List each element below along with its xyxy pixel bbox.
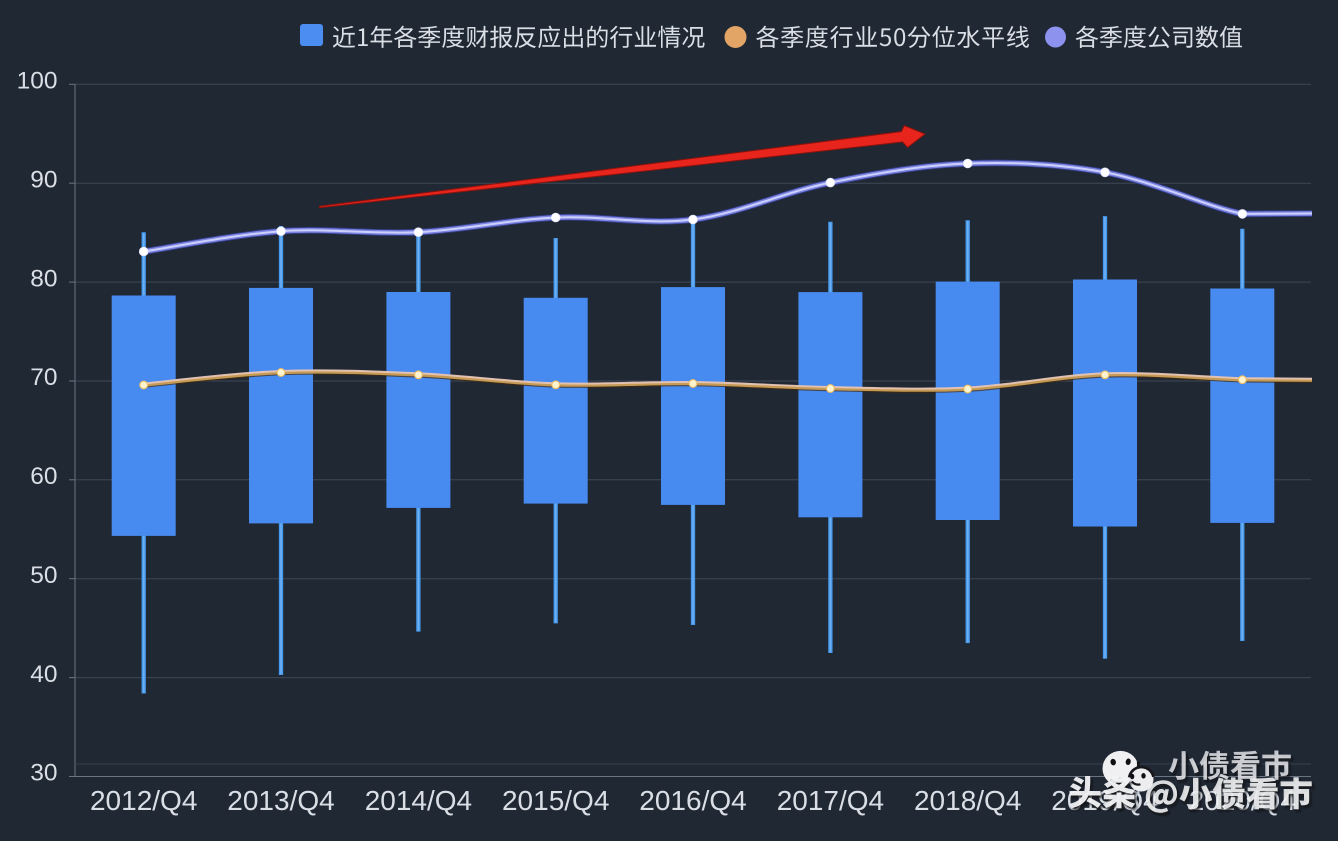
svg-text:2014/Q4: 2014/Q4 (365, 785, 472, 816)
svg-text:2012/Q4: 2012/Q4 (90, 785, 197, 816)
svg-text:70: 70 (30, 364, 57, 391)
svg-text:50: 50 (30, 562, 57, 589)
svg-text:40: 40 (30, 661, 57, 688)
svg-text:30: 30 (30, 760, 57, 787)
svg-text:2013/Q4: 2013/Q4 (227, 785, 334, 816)
svg-text:2018/Q4: 2018/Q4 (914, 785, 1021, 816)
svg-text:100: 100 (17, 68, 58, 95)
svg-text:2016/Q4: 2016/Q4 (639, 785, 746, 816)
svg-text:80: 80 (30, 265, 57, 292)
svg-text:2017/Q4: 2017/Q4 (777, 785, 884, 816)
svg-text:2015/Q4: 2015/Q4 (502, 785, 609, 816)
svg-text:60: 60 (30, 463, 57, 490)
svg-text:90: 90 (30, 166, 57, 193)
